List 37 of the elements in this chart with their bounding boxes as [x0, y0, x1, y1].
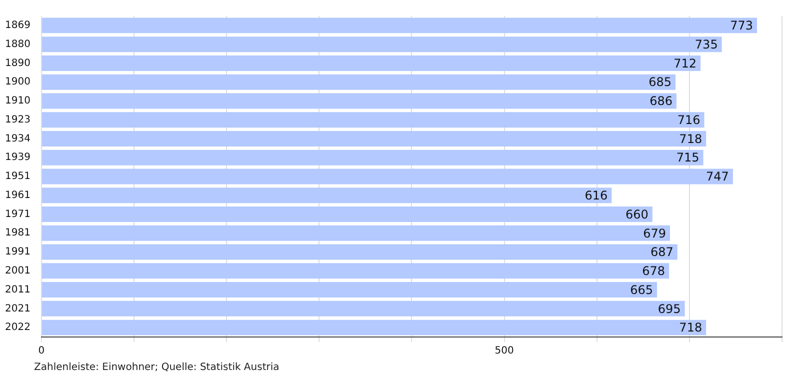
y-tick-label: 1910 — [4, 96, 30, 107]
y-tick-label: 1923 — [4, 114, 30, 126]
y-tick-label: 2022 — [4, 322, 30, 334]
text: Zahlenleiste: Einwohner; Quelle: Statistik Austria — [34, 362, 280, 373]
data-label: 685 — [648, 75, 672, 90]
y-tick-label: 1991 — [4, 246, 30, 258]
data-label: 716 — [677, 112, 700, 127]
y-tick-label: 2021 — [4, 303, 30, 314]
y-tick-label: 1900 — [4, 76, 30, 88]
data-label: 712 — [674, 56, 697, 70]
y-tick-label: 1951 — [4, 171, 30, 182]
y-tick-label: 1869 — [4, 20, 30, 32]
data-label: 718 — [679, 132, 702, 146]
data-label: 687 — [650, 245, 674, 260]
data-label: 715 — [676, 150, 700, 165]
y-tick-label: 1880 — [4, 38, 30, 50]
data-label: 747 — [706, 170, 729, 184]
y-tick-label: 1971 — [4, 208, 30, 220]
y-tick-label: 1890 — [4, 58, 30, 69]
data-label: 695 — [658, 302, 681, 316]
data-label: 678 — [642, 264, 666, 278]
data-label: 665 — [630, 282, 654, 297]
data-label: 660 — [625, 207, 648, 222]
data-label: 679 — [643, 226, 666, 240]
y-tick-label: 1934 — [4, 133, 30, 144]
data-label: 718 — [679, 320, 702, 335]
y-tick-label: 1939 — [4, 152, 30, 164]
x-tick-label: 0 — [38, 346, 45, 357]
data-label: 735 — [694, 37, 718, 52]
y-tick-label: 1981 — [4, 228, 30, 239]
data-label: 616 — [584, 188, 608, 203]
data-label: 686 — [650, 94, 672, 108]
y-tick-label: 2011 — [4, 284, 30, 296]
x-tick-label: 500 — [494, 346, 514, 357]
y-tick-label: 2001 — [4, 266, 30, 277]
data-label: 773 — [730, 18, 754, 33]
y-tick-label: 1961 — [4, 190, 30, 201]
